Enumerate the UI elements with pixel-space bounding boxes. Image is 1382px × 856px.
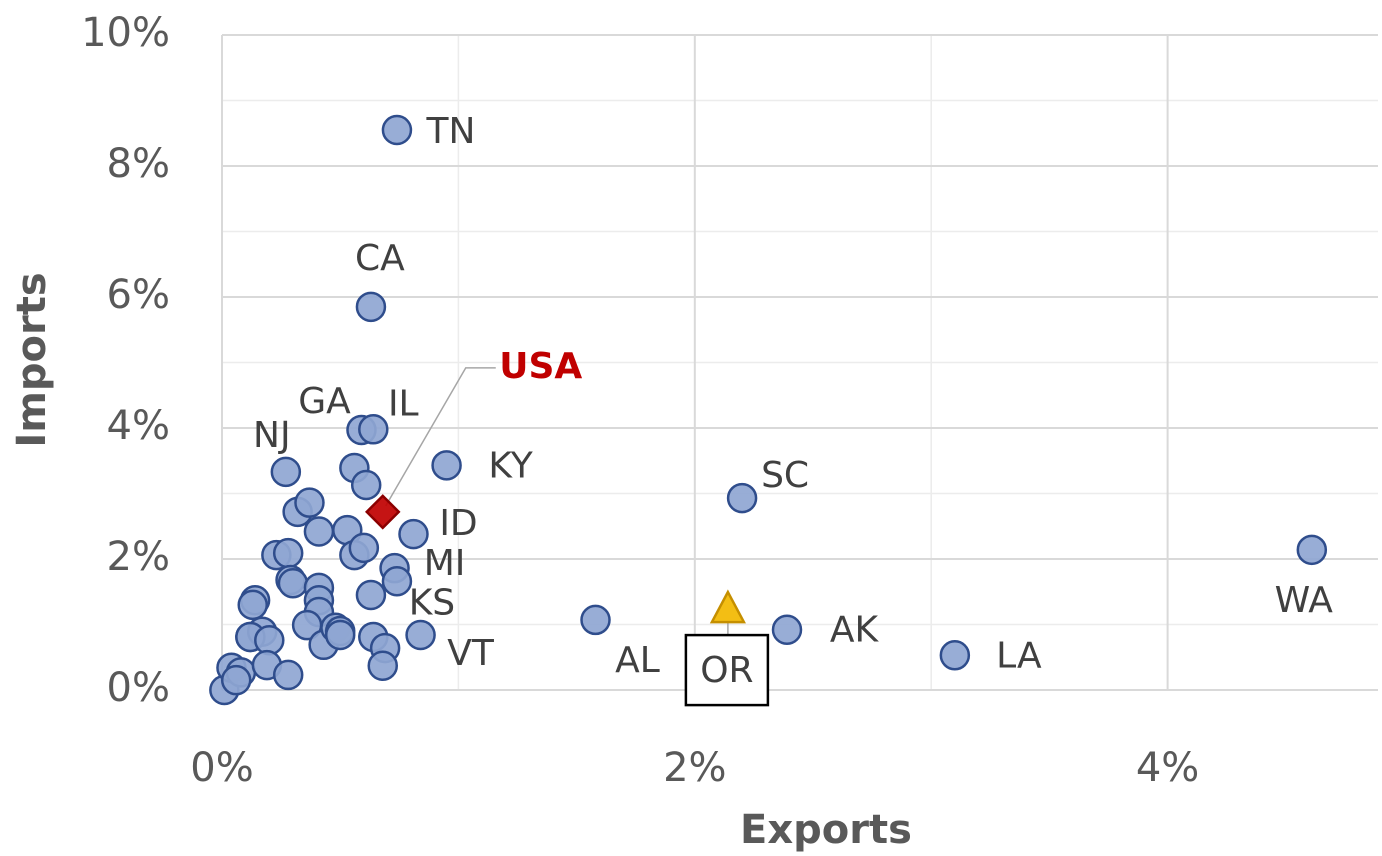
point xyxy=(355,291,387,323)
point xyxy=(580,604,611,636)
x-axis-title: Exports xyxy=(740,807,912,853)
point xyxy=(381,114,413,146)
y-tick-label: 2% xyxy=(107,534,170,580)
x-tick-label: 2% xyxy=(663,745,726,791)
point xyxy=(254,624,285,656)
point xyxy=(355,579,387,611)
point-label: KY xyxy=(488,445,533,486)
y-tick-label: 0% xyxy=(107,665,170,711)
point xyxy=(771,614,803,645)
point-label: CA xyxy=(355,238,405,279)
y-tick-label: 6% xyxy=(107,272,170,318)
point-label: TN xyxy=(425,111,475,152)
point xyxy=(358,414,389,445)
x-tick-label: 4% xyxy=(1136,745,1199,791)
point-label: WA xyxy=(1275,580,1334,621)
leader-line xyxy=(385,367,496,507)
point xyxy=(939,640,971,671)
point-label: SC xyxy=(761,455,809,496)
label-box xyxy=(684,633,770,707)
point xyxy=(324,619,356,651)
point xyxy=(405,619,436,651)
point-label: GA xyxy=(298,381,351,422)
point xyxy=(364,494,401,530)
point xyxy=(381,566,413,597)
point xyxy=(350,469,382,501)
point xyxy=(272,659,304,691)
point-label: MI xyxy=(424,543,466,584)
point xyxy=(398,518,429,550)
point xyxy=(294,487,325,518)
point xyxy=(272,537,304,569)
point xyxy=(431,450,462,481)
x-tick-label: 0% xyxy=(190,745,253,791)
y-tick-label: 4% xyxy=(107,403,170,449)
point xyxy=(303,516,335,547)
point-label: AL xyxy=(615,640,660,681)
y-tick-label: 10% xyxy=(81,10,170,56)
point xyxy=(270,456,302,488)
point xyxy=(367,650,399,682)
y-axis-title: Imports xyxy=(9,272,55,447)
point-label: IL xyxy=(388,383,419,424)
point-label: OR xyxy=(700,650,753,691)
point-label: USA xyxy=(499,346,582,387)
point xyxy=(220,664,252,696)
point-label: AK xyxy=(830,610,880,651)
point xyxy=(277,567,309,599)
grid xyxy=(221,34,1378,691)
point xyxy=(348,532,380,564)
point-label: LA xyxy=(996,635,1042,676)
point-label: ID xyxy=(439,503,477,544)
point xyxy=(1296,534,1328,566)
point-label: NJ xyxy=(253,415,291,456)
point-label: VT xyxy=(447,633,495,674)
point xyxy=(237,589,268,621)
point xyxy=(726,482,758,514)
y-tick-label: 8% xyxy=(107,141,170,187)
point xyxy=(709,589,746,624)
point-label: KS xyxy=(409,582,455,623)
